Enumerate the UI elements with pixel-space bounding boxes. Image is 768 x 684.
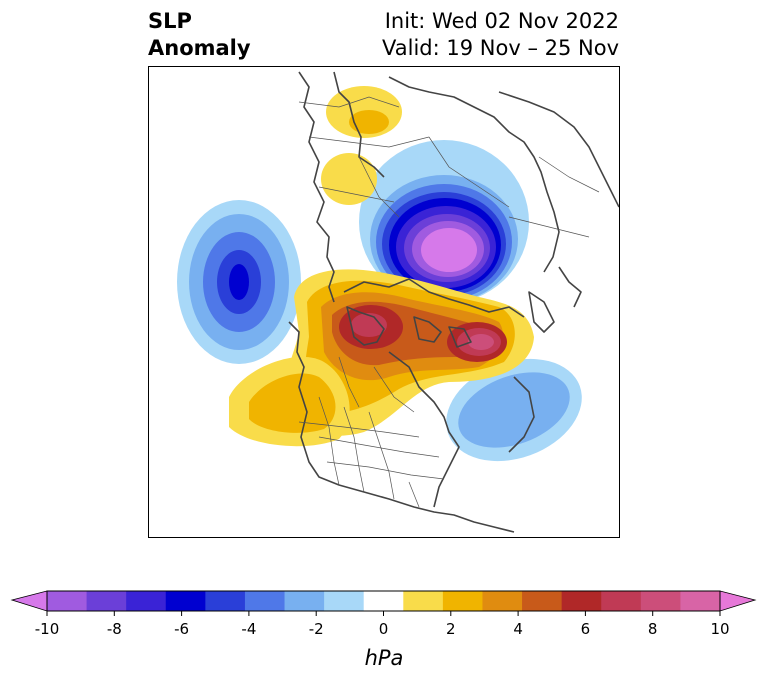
colorbar-tick-label: -10 xyxy=(35,620,60,638)
colorbar-segment xyxy=(126,591,167,611)
colorbar-segment xyxy=(482,591,523,611)
colorbar-tick-label: -8 xyxy=(107,620,122,638)
colorbar: -10 -8 -6 -4 -2 0 2 4 6 8 10 xyxy=(10,590,757,638)
title-variable-line2: Anomaly xyxy=(148,36,251,60)
colorbar-tick-label: -4 xyxy=(241,620,256,638)
colorbar-segment xyxy=(363,591,404,611)
colorbar-segment xyxy=(640,591,681,611)
colorbar-segment xyxy=(47,591,88,611)
coastlines xyxy=(288,71,619,533)
colorbar-segment xyxy=(165,591,206,611)
init-date-label: Init: Wed 02 Nov 2022 xyxy=(384,9,619,33)
projection-gap xyxy=(149,285,152,319)
plot-title-variable: SLP Anomaly xyxy=(148,8,251,62)
colorbar-ticks: -10 -8 -6 -4 -2 0 2 4 6 8 10 xyxy=(35,611,730,638)
colorbar-tick-label: -2 xyxy=(309,620,324,638)
valid-range-label: Valid: 19 Nov – 25 Nov xyxy=(382,36,619,60)
colorbar-tick-label: 4 xyxy=(513,620,523,638)
colorbar-segment xyxy=(86,591,127,611)
gulf-of-alaska-high-anomaly xyxy=(229,356,350,447)
eastern-europe-high-anomaly xyxy=(326,86,402,138)
colorbar-segment xyxy=(284,591,325,611)
colorbar-segment xyxy=(680,591,721,611)
north-atlantic-low-anomaly xyxy=(446,358,582,462)
colorbar-segment xyxy=(601,591,642,611)
colorbar-segments xyxy=(47,591,721,611)
colorbar-segment xyxy=(403,591,444,611)
north-pacific-low-anomaly xyxy=(177,200,301,364)
political-boundaries xyxy=(298,96,600,508)
colorbar-segment xyxy=(561,591,602,611)
plot-title-dates: Init: Wed 02 Nov 2022 Valid: 19 Nov – 25… xyxy=(382,8,619,62)
colorbar-segment xyxy=(522,591,563,611)
central-asia-high-anomaly xyxy=(321,153,377,205)
colorbar-segment xyxy=(205,591,246,611)
arctic-low-anomaly xyxy=(359,140,529,304)
map-panel xyxy=(148,66,620,538)
colorbar-tick-label: 6 xyxy=(581,620,591,638)
colorbar-tick-label: 8 xyxy=(648,620,658,638)
colorbar-segment xyxy=(442,591,483,611)
map-canvas xyxy=(149,71,619,533)
colorbar-tick-label: 2 xyxy=(446,620,456,638)
colorbar-segment xyxy=(324,591,365,611)
colorbar-extend-min-arrow xyxy=(10,590,48,612)
title-variable-line1: SLP xyxy=(148,9,192,33)
colorbar-tick-label: -6 xyxy=(174,620,189,638)
colorbar-extend-max-arrow xyxy=(719,590,757,612)
colorbar-tick-label: 0 xyxy=(379,620,389,638)
colorbar-segment xyxy=(244,591,286,611)
colorbar-unit-label: hPa xyxy=(364,646,404,670)
colorbar-tick-label: 10 xyxy=(710,620,729,638)
